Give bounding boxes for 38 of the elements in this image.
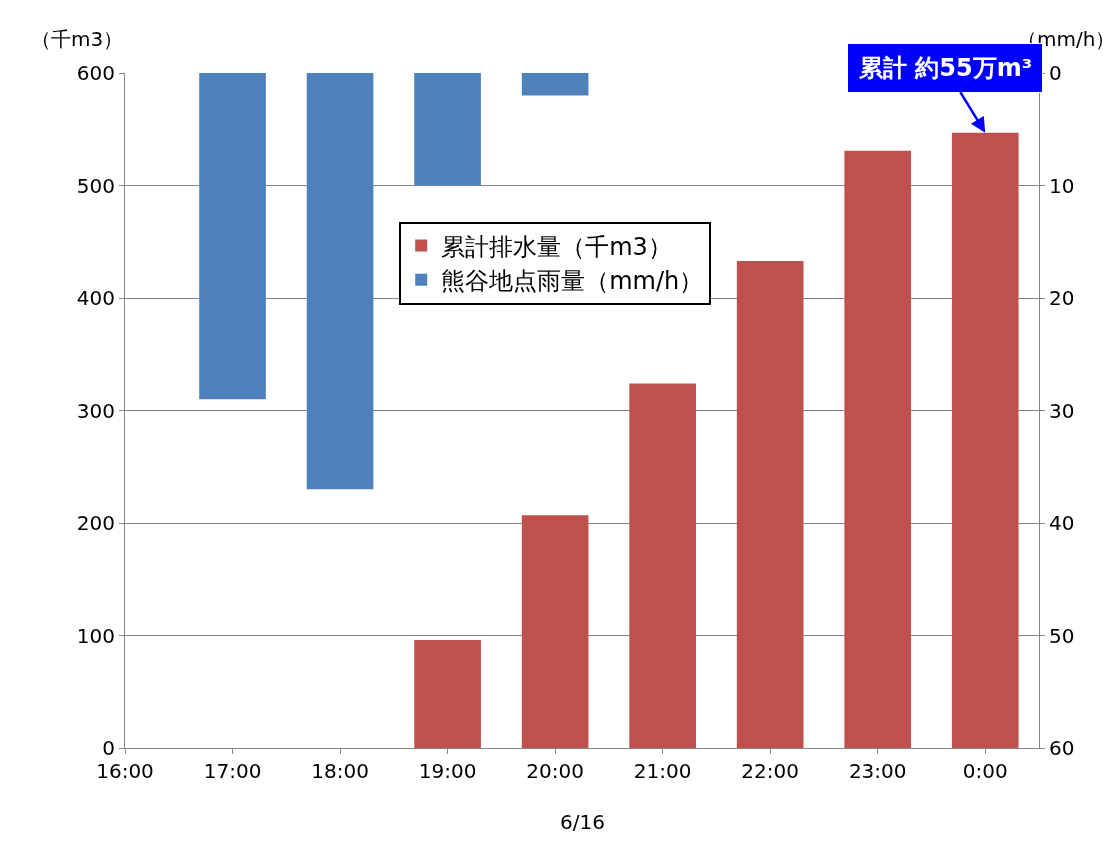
y2-tick-label: 60 — [1049, 736, 1075, 760]
x-tick-label: 0:00 — [962, 759, 1008, 783]
y-tick-label: 100 — [76, 623, 115, 648]
bar — [199, 73, 266, 400]
x-tick-label: 21:00 — [633, 759, 692, 783]
x-tick-label: 16:00 — [96, 759, 154, 783]
bar — [629, 383, 696, 748]
y-axis-title: （千m3） — [31, 27, 124, 51]
y-tick-label: 400 — [76, 286, 115, 310]
annotation: 累計 約55万m³ — [858, 54, 1033, 82]
y2-tick-label: 30 — [1049, 398, 1075, 423]
y-tick-label: 600 — [76, 61, 115, 85]
bar — [844, 150, 912, 748]
bar — [414, 73, 481, 186]
bar — [736, 260, 804, 748]
y-tick-label: 300 — [76, 398, 115, 423]
y2-tick-label: 40 — [1049, 511, 1075, 535]
x-tick-label: 22:00 — [741, 759, 799, 783]
x-axis-title: 6/16 — [560, 810, 605, 834]
x-tick-label: 23:00 — [848, 759, 907, 783]
bar — [306, 73, 374, 490]
bar — [521, 73, 589, 96]
legend-label: 累計排水量（千m3） — [441, 232, 672, 261]
x-tick-label: 17:00 — [203, 759, 262, 783]
bar — [521, 515, 589, 748]
y2-tick-label: 0 — [1049, 61, 1062, 85]
bar — [951, 132, 1019, 748]
y-tick-label: 0 — [102, 736, 115, 760]
y-tick-label: 200 — [76, 511, 115, 535]
x-tick-label: 19:00 — [418, 759, 477, 783]
bar — [414, 640, 481, 748]
y2-tick-label: 50 — [1049, 623, 1075, 648]
y2-tick-label: 10 — [1049, 173, 1075, 198]
y2-tick-label: 20 — [1049, 286, 1075, 310]
x-tick-label: 18:00 — [311, 759, 369, 783]
x-tick-label: 20:00 — [526, 759, 584, 783]
y-tick-label: 500 — [76, 173, 115, 198]
legend-label: 熊谷地点雨量（mm/h） — [441, 267, 704, 296]
